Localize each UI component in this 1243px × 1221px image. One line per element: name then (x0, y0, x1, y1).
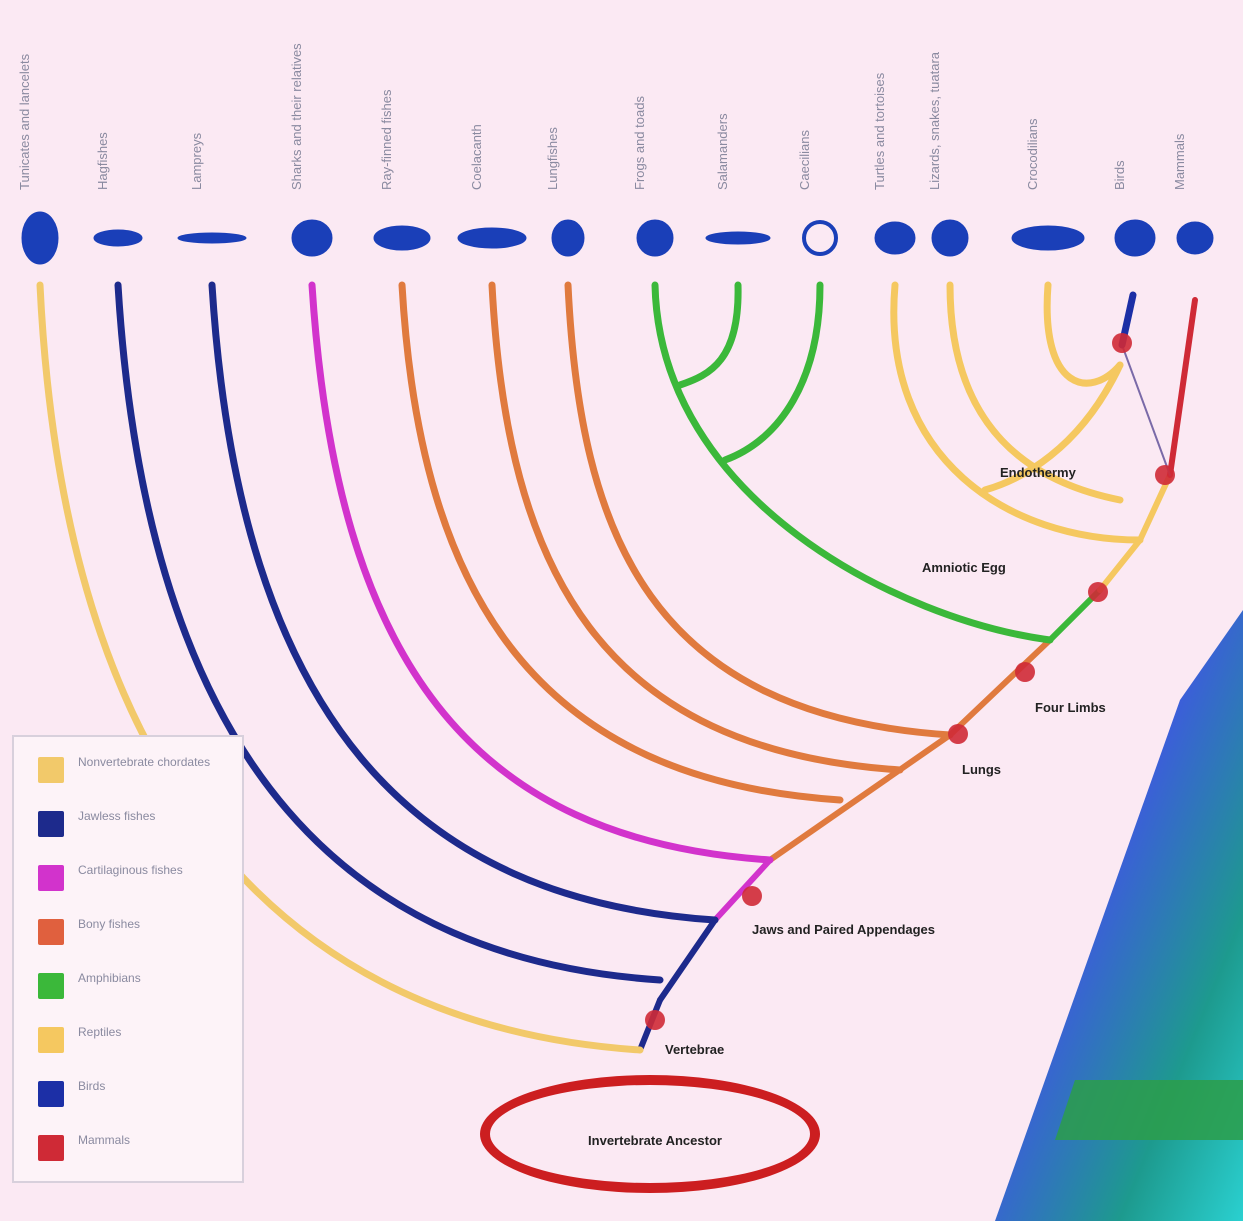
mammal-branch (1167, 297, 1198, 478)
lamprey-icon (177, 232, 247, 244)
ancestor-label: Invertebrate Ancestor (588, 1133, 722, 1148)
trait-label-jaws: Jaws and Paired Appendages (752, 922, 936, 937)
cladogram-branches (36, 281, 1198, 1054)
legend-swatch (38, 757, 64, 783)
lineage-branch (114, 281, 664, 984)
legend-swatch (38, 1135, 64, 1161)
ray-finned-fish-icon (373, 225, 431, 251)
turtle-icon (874, 221, 916, 255)
legend-item: Nonvertebrate chordates (34, 749, 239, 789)
trunk-branch (657, 917, 718, 1003)
trait-node (948, 724, 968, 744)
ancestor-ring (480, 1075, 820, 1193)
bird-icon (1114, 219, 1156, 257)
background-photo-panel (995, 610, 1243, 1221)
trait-node (1155, 465, 1175, 485)
legend-item: Amphibians (34, 965, 239, 1005)
trait-nodes (645, 333, 1175, 1030)
trunk-branch (767, 732, 953, 863)
trait-node (1112, 333, 1132, 353)
legend-label: Reptiles (78, 1025, 122, 1039)
taxon-label: Hagfishes (96, 132, 110, 190)
lineage-branch (208, 281, 719, 924)
lineage-branch (981, 361, 1124, 494)
trunk-branch (712, 857, 773, 923)
legend-label: Nonvertebrate chordates (78, 755, 211, 769)
lineage-branch (676, 281, 742, 389)
legend-swatch (38, 1027, 64, 1053)
legend-label: Cartilaginous fishes (78, 863, 183, 877)
lineage-branch (890, 281, 1144, 544)
background-photo-band (1055, 1080, 1243, 1140)
legend-item: Reptiles (34, 1019, 239, 1059)
hagfish-icon (93, 229, 143, 247)
lineage-branch (1043, 281, 1124, 387)
legend-swatch (38, 865, 64, 891)
trunk-branch (1137, 472, 1173, 543)
taxon-label: Salamanders (716, 113, 730, 190)
taxon-label: Turtles and tortoises (873, 72, 887, 190)
legend-item: Mammals (34, 1127, 239, 1167)
taxon-icons (21, 211, 1214, 265)
salamander-icon (705, 231, 771, 245)
legend-label: Birds (78, 1079, 106, 1093)
trait-node (1015, 662, 1035, 682)
trait-label-amniotic-egg: Amniotic Egg (922, 560, 1006, 575)
taxon-label: Caecilians (798, 130, 812, 190)
legend: Nonvertebrate chordates Jawless fishes C… (12, 735, 244, 1183)
lineage-branch (398, 281, 844, 804)
trait-label-lungs: Lungs (962, 762, 1001, 777)
trait-node (742, 886, 762, 906)
taxon-label: Crocodilians (1026, 118, 1040, 190)
trait-node (645, 1010, 665, 1030)
taxon-label: Sharks and their relatives (290, 43, 304, 190)
frog-icon (636, 219, 674, 257)
bird-link-branch (1121, 344, 1171, 476)
trunk-branch (1097, 537, 1143, 593)
taxon-label: Ray-finned fishes (380, 89, 394, 190)
legend-swatch (38, 919, 64, 945)
taxon-label: Lungfishes (546, 127, 560, 190)
taxon-label: Birds (1113, 160, 1127, 190)
legend-swatch (38, 1081, 64, 1107)
coelacanth-icon (457, 227, 527, 249)
lungfish-icon (551, 219, 585, 257)
legend-swatch (38, 973, 64, 999)
lineage-branch (946, 281, 1124, 504)
legend-label: Amphibians (78, 971, 141, 985)
legend-item: Cartilaginous fishes (34, 857, 239, 897)
trait-label-endothermy: Endothermy (1000, 465, 1076, 480)
taxon-label: Tunicates and lancelets (18, 53, 32, 190)
taxon-label: Lampreys (190, 132, 204, 190)
trait-label-vertebrae: Vertebrae (665, 1042, 725, 1057)
lizard-icon (931, 219, 969, 257)
mammal-icon (1176, 221, 1214, 255)
legend-item: Birds (34, 1073, 239, 1113)
taxon-label: Lizards, snakes, tuatara (928, 51, 942, 190)
taxon-label: Frogs and toads (633, 96, 647, 190)
taxon-label: Coelacanth (470, 124, 484, 190)
legend-label: Bony fishes (78, 917, 141, 931)
legend-label: Mammals (78, 1133, 131, 1147)
caecilian-icon (802, 220, 838, 256)
taxon-label: Mammals (1173, 133, 1187, 190)
legend-item: Jawless fishes (34, 803, 239, 843)
trait-node (1088, 582, 1108, 602)
lineage-branch (721, 281, 824, 464)
lineage-branch (564, 281, 954, 739)
trait-label-four-limbs: Four Limbs (1035, 700, 1106, 715)
tunicate-icon (21, 211, 59, 265)
shark-icon (291, 219, 333, 257)
crocodile-icon (1011, 225, 1085, 251)
lineage-branch (308, 281, 774, 864)
legend-label: Jawless fishes (78, 809, 156, 823)
trunk-branch (947, 637, 1053, 738)
legend-item: Bony fishes (34, 911, 239, 951)
lineage-branch (488, 281, 904, 774)
legend-swatch (38, 811, 64, 837)
lineage-branch (651, 281, 1054, 644)
